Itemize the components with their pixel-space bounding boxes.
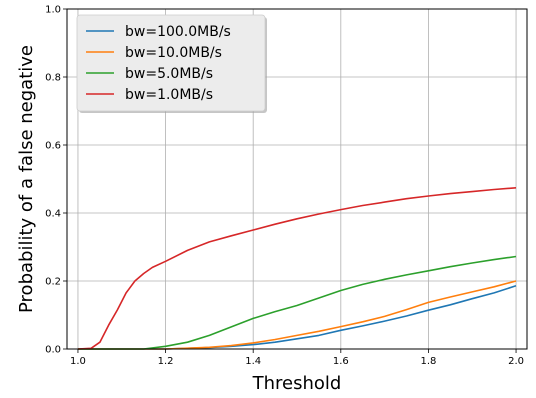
x-tick-label: 1.0 (70, 356, 86, 367)
x-tick-label: 2.0 (508, 356, 524, 367)
x-tick-label: 1.2 (158, 356, 174, 367)
x-tick-label: 1.8 (420, 356, 436, 367)
y-tick-label: 0.4 (45, 209, 61, 220)
legend-label: bw=1.0MB/s (125, 87, 213, 103)
y-tick-label: 0.8 (45, 73, 61, 84)
legend-label: bw=5.0MB/s (125, 66, 213, 82)
legend-box (76, 14, 266, 112)
y-tick-label: 0.2 (45, 277, 61, 288)
legend: bw=100.0MB/s bw=10.0MB/s bw=5.0MB/s bw=1.0M… (76, 14, 267, 113)
ticks: 1.0 1.2 1.4 1.6 1.8 2.0 0.0 0.2 0.4 0.6 0.8 1.0 (45, 5, 524, 368)
y-tick-label: 0.0 (45, 345, 61, 356)
series-lines (77, 187, 517, 350)
x-tick-label: 1.6 (333, 356, 349, 367)
x-axis-label: Threshold (252, 373, 342, 394)
y-tick-label: 1.0 (45, 5, 61, 16)
x-tick-label: 1.4 (245, 356, 261, 367)
legend-label: bw=100.0MB/s (125, 24, 231, 40)
plot-frame (66, 8, 528, 350)
y-tick-label: 0.6 (45, 141, 61, 152)
series-line (78, 280, 517, 350)
series-line (77, 187, 517, 350)
y-axis-label: Probability of a false negative (16, 45, 37, 313)
legend-label: bw=10.0MB/s (125, 45, 222, 61)
series-line (78, 255, 517, 350)
